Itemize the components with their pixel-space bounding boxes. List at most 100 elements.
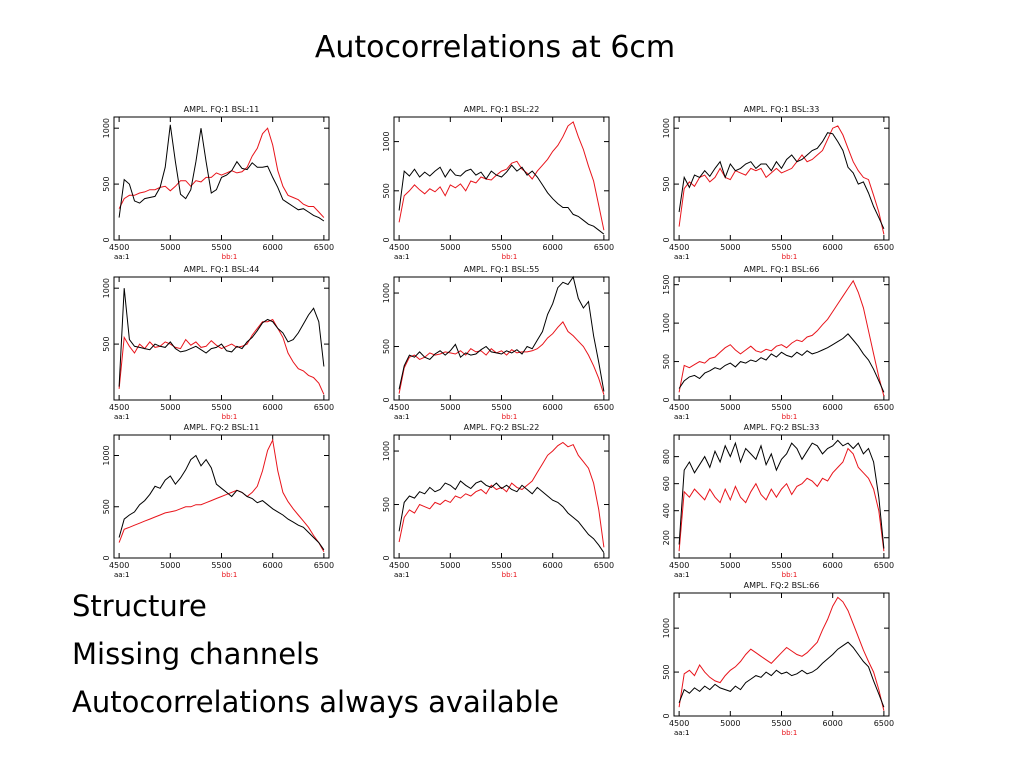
y-tick-label: 800 [662, 449, 671, 464]
y-tick-label: 0 [102, 555, 111, 560]
x-tick-label: 5000 [440, 403, 460, 412]
x-tick-label: 6000 [263, 243, 283, 252]
y-tick-label: 200 [662, 530, 671, 545]
y-tick-label: 500 [102, 176, 111, 191]
series-line-aa [678, 132, 885, 230]
plot-frame [113, 276, 330, 401]
series-label-aa: aa:1 [394, 413, 409, 421]
y-tick-label: 1000 [102, 445, 111, 465]
series-label-bb: bb:1 [502, 253, 518, 261]
chart-fq2-bsl66: AMPL. FQ:2 BSL:66 4500 5000 5500 6000 6500 0 50… [662, 581, 894, 737]
chart-title: AMPL. FQ:2 BSL:66 [744, 581, 820, 590]
series-label-aa: aa:1 [674, 571, 689, 579]
x-tick-label: 4500 [669, 561, 689, 570]
series-line-aa [678, 641, 885, 708]
series-line-aa [398, 275, 605, 392]
chart-fq2-bsl11: AMPL. FQ:2 BSL:11 4500 5000 5500 6000 6500 0 50… [102, 423, 334, 579]
y-tick-label: 500 [382, 339, 391, 354]
x-tick-label: 5500 [491, 403, 511, 412]
x-tick-label: 6000 [823, 561, 843, 570]
x-tick-label: 4500 [109, 243, 129, 252]
x-tick-label: 6000 [263, 561, 283, 570]
y-tick-label: 0 [662, 713, 671, 718]
x-tick-label: 6000 [543, 561, 563, 570]
x-tick-label: 4500 [389, 403, 409, 412]
series-label-bb: bb:1 [222, 571, 238, 579]
y-tick-label: 400 [662, 503, 671, 518]
y-tick-label: 500 [382, 497, 391, 512]
x-tick-label: 5500 [771, 243, 791, 252]
chart-title: AMPL. FQ:2 BSL:33 [744, 423, 820, 432]
series-label-bb: bb:1 [502, 413, 518, 421]
x-tick-label: 4500 [109, 561, 129, 570]
series-label-bb: bb:1 [782, 571, 798, 579]
series-line-aa [398, 164, 605, 235]
x-tick-label: 6500 [314, 403, 334, 412]
series-label-bb: bb:1 [222, 413, 238, 421]
x-tick-label: 5500 [491, 561, 511, 570]
chart-fq2-bsl33: AMPL. FQ:2 BSL:33 4500 5000 5500 6000 6500 200… [662, 423, 894, 579]
x-tick-label: 4500 [669, 243, 689, 252]
y-tick-label: 500 [382, 183, 391, 198]
x-tick-label: 5000 [720, 719, 740, 728]
chart-title: AMPL. FQ:1 BSL:66 [744, 265, 820, 274]
plot-frame [673, 592, 890, 717]
plot-frame [393, 276, 610, 401]
y-tick-label: 600 [662, 476, 671, 491]
x-tick-label: 5000 [160, 403, 180, 412]
series-line-bb [678, 596, 885, 711]
chart-title: AMPL. FQ:1 BSL:44 [184, 265, 260, 274]
x-tick-label: 5000 [440, 561, 460, 570]
series-label-aa: aa:1 [394, 571, 409, 579]
plot-frame [393, 116, 610, 241]
x-tick-label: 5500 [211, 403, 231, 412]
x-tick-label: 6000 [543, 243, 563, 252]
x-tick-label: 6500 [594, 561, 614, 570]
x-tick-label: 5500 [771, 403, 791, 412]
y-tick-label: 0 [102, 237, 111, 242]
x-tick-label: 5500 [211, 561, 231, 570]
chart-fq1-bsl11: AMPL. FQ:1 BSL:11 4500 5000 5500 6000 6500 0 50… [102, 105, 334, 261]
chart-fq2-bsl22: AMPL. FQ:2 BSL:22 4500 5000 5500 6000 6500 0 50… [382, 423, 614, 579]
x-tick-label: 6500 [874, 719, 894, 728]
x-tick-label: 6500 [874, 403, 894, 412]
chart-fq1-bsl44: AMPL. FQ:1 BSL:44 4500 5000 5500 6000 6500 500… [102, 265, 334, 421]
slide-title: Autocorrelations at 6cm [314, 30, 676, 65]
plot-frame [673, 276, 890, 401]
y-tick-label: 1000 [662, 313, 671, 333]
x-tick-label: 4500 [389, 561, 409, 570]
series-line-aa [678, 333, 885, 393]
series-line-bb [398, 121, 605, 231]
bullet-item: Autocorrelations always available [72, 685, 559, 719]
x-tick-label: 5000 [160, 561, 180, 570]
y-tick-label: 1000 [662, 118, 671, 138]
series-line-bb [678, 447, 885, 552]
x-tick-label: 6500 [314, 243, 334, 252]
series-line-aa [678, 439, 885, 549]
series-label-bb: bb:1 [782, 413, 798, 421]
series-line-bb [398, 321, 605, 395]
x-tick-label: 6000 [263, 403, 283, 412]
x-tick-label: 6000 [823, 719, 843, 728]
x-tick-label: 5000 [720, 403, 740, 412]
y-tick-label: 1000 [102, 118, 111, 138]
series-label-aa: aa:1 [394, 253, 409, 261]
x-tick-label: 4500 [109, 403, 129, 412]
series-label-aa: aa:1 [114, 571, 129, 579]
series-line-bb [118, 127, 325, 218]
x-tick-label: 6000 [823, 403, 843, 412]
x-tick-label: 5500 [771, 561, 791, 570]
y-tick-label: 1000 [382, 441, 391, 461]
y-tick-label: 0 [382, 397, 391, 402]
x-tick-label: 5500 [491, 243, 511, 252]
series-label-aa: aa:1 [114, 253, 129, 261]
series-line-aa [398, 480, 605, 553]
series-line-bb [678, 279, 885, 397]
series-line-bb [118, 318, 325, 395]
y-tick-label: 0 [382, 237, 391, 242]
chart-title: AMPL. FQ:1 BSL:22 [464, 105, 540, 114]
chart-title: AMPL. FQ:2 BSL:22 [464, 423, 540, 432]
chart-title: AMPL. FQ:1 BSL:11 [184, 105, 260, 114]
series-line-aa [118, 454, 325, 551]
x-tick-label: 6500 [594, 403, 614, 412]
